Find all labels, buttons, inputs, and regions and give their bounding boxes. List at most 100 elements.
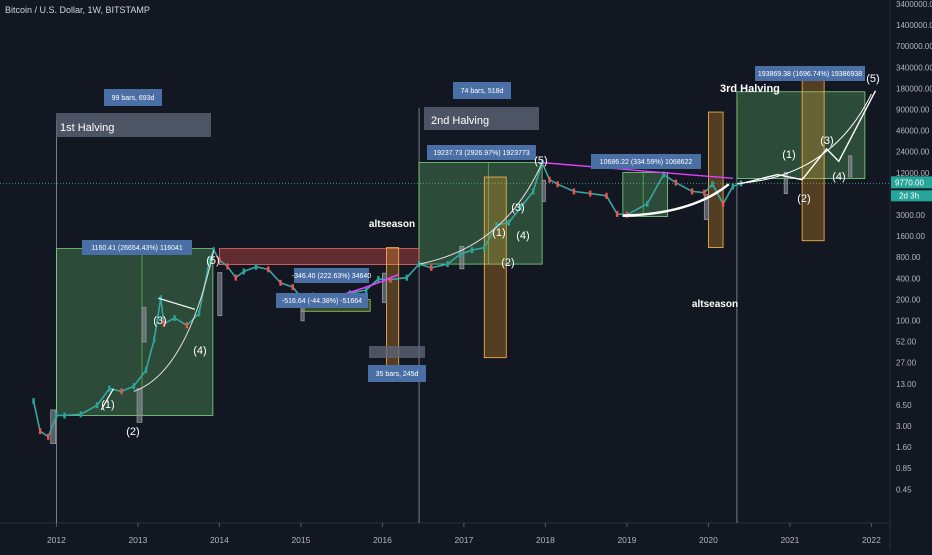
grey-marker-bar [381, 272, 387, 303]
range-label: -346.40 (222.63%) 34640 [292, 273, 371, 280]
wave-label: (2) [501, 257, 514, 269]
price-candle [120, 388, 123, 395]
bar-count-label-bg [368, 365, 426, 382]
wave-label: (4) [193, 345, 206, 357]
wave-label: (2) [126, 426, 139, 438]
chart-title: Bitcoin / U.S. Dollar, 1W, BITSTAMP [5, 5, 150, 15]
price-candle [615, 210, 619, 217]
altseason-box [483, 176, 507, 359]
halving-banner-bg [424, 107, 539, 130]
wave-label: (5) [866, 73, 879, 85]
price-candle [364, 287, 368, 294]
range-label: 193869.38 (1696.74%) 19386938 [758, 71, 862, 78]
x-tick-label: 2014 [210, 535, 229, 545]
price-candle [267, 266, 270, 273]
price-candle [405, 274, 409, 281]
price-candle [185, 322, 188, 329]
grey-marker-bar [141, 307, 147, 343]
price-candle [690, 188, 694, 195]
price-candle [703, 189, 706, 196]
y-tick-label: 1400000.00 [896, 21, 932, 30]
x-tick-label: 2018 [536, 535, 555, 545]
grey-marker-bar [217, 272, 223, 317]
grey-marker-bar [541, 179, 546, 202]
y-tick-label: 24000.00 [896, 148, 930, 157]
range-label: 10686.22 (334.59%) 1068622 [600, 159, 693, 166]
price-candle [159, 295, 162, 302]
x-tick-label: 2017 [454, 535, 473, 545]
price-candle [153, 336, 156, 343]
y-tick-label: 800.00 [896, 253, 921, 262]
altseason-label: altseason [369, 219, 415, 230]
wave-label: (2) [797, 193, 810, 205]
x-tick-label: 2020 [699, 535, 718, 545]
y-tick-label: 12000.00 [896, 169, 930, 178]
range-label-bg [276, 293, 368, 308]
grey-marker-bar [50, 409, 56, 444]
y-tick-label: 200.00 [896, 295, 921, 304]
wave-projection-path [740, 90, 877, 185]
y-tick-label: 52.00 [896, 338, 917, 347]
x-tick-label: 2022 [862, 535, 881, 545]
price-candle [495, 222, 498, 229]
grey-marker-bar [848, 155, 853, 178]
wave-label: (4) [832, 171, 845, 183]
x-tick-label: 2015 [291, 535, 310, 545]
grey-marker-bar [783, 171, 788, 194]
range-label: 19237.73 (2926.97%) 1923773 [433, 150, 530, 157]
price-candle [646, 200, 649, 207]
altseason-box [708, 111, 724, 248]
countdown-tag: 2d 3h [899, 191, 919, 200]
x-tick-label: 2016 [373, 535, 392, 545]
price-candle [531, 188, 535, 195]
range-label-bg [755, 66, 865, 81]
annotation-labels: 1st Halving 2nd Halving 3rd Halving 99 bars… [56, 66, 880, 438]
wave-label: (3) [153, 315, 166, 327]
price-candle [47, 433, 50, 440]
projection-curve [736, 93, 872, 185]
y-tick-label: 700000.00 [896, 42, 932, 51]
range-label-bg [294, 268, 369, 283]
green-range-box [736, 91, 866, 179]
bar-count-label-bg [453, 82, 511, 99]
current-price-tag-bg [891, 176, 932, 189]
y-tick-label: 180000.00 [896, 84, 932, 93]
red-range-box [218, 248, 420, 265]
range-label-bg [427, 145, 536, 160]
bar-count-label: 99 bars, 693d [112, 95, 155, 102]
price-candle [279, 279, 282, 286]
price-candle [721, 200, 725, 207]
range-label: 1160.41 (26654.43%) 116041 [91, 245, 183, 252]
halving-label: 2nd Halving [431, 115, 489, 127]
axes: 3400000.00 1400000.00 700000.00 340000.00 18… [47, 0, 932, 545]
wave-connector [100, 297, 196, 411]
halving-label: 3rd Halving [720, 83, 780, 95]
wave-label: (5) [534, 155, 547, 167]
parabolic-curve [622, 183, 730, 217]
y-tick-label: 46000.00 [896, 127, 930, 136]
price-candle [548, 176, 551, 183]
y-tick-label: 100.00 [896, 317, 921, 326]
wave-label: (1) [101, 399, 114, 411]
wave-label: (1) [782, 149, 795, 161]
y-tick-label: 27.00 [896, 359, 917, 368]
price-candle [430, 264, 433, 271]
price-candle [470, 247, 474, 254]
x-tick-label: 2021 [780, 535, 799, 545]
price-candle [572, 188, 576, 195]
price-candle [556, 181, 559, 188]
bar-count-label: 35 bars, 245d [376, 371, 419, 378]
price-candle [144, 367, 148, 374]
green-range-box [418, 162, 543, 265]
price-candle [242, 268, 246, 275]
price-candle [731, 183, 735, 190]
price-candle [38, 428, 42, 435]
price-candle [226, 263, 229, 270]
price-candle [458, 251, 462, 258]
x-tick-label: 2019 [617, 535, 636, 545]
price-candle [389, 276, 392, 283]
grey-marker-bar [136, 388, 143, 423]
y-tick-label: 3.00 [896, 422, 912, 431]
